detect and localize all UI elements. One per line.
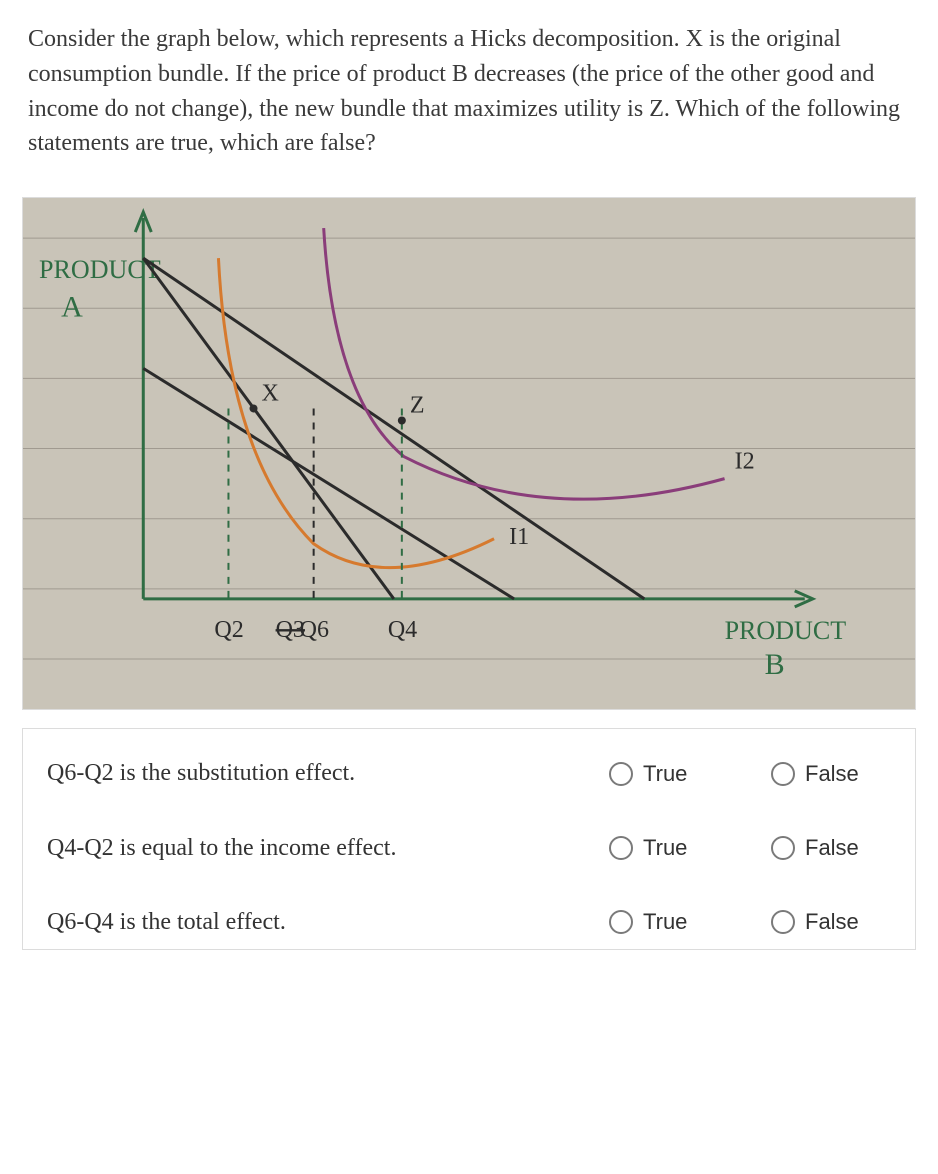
option-true[interactable]: True	[609, 835, 749, 861]
option-false-label: False	[805, 909, 859, 935]
statement-row: Q4-Q2 is equal to the income effect. Tru…	[47, 832, 891, 864]
option-true-label: True	[643, 909, 687, 935]
option-false-label: False	[805, 761, 859, 787]
statement-text: Q6-Q4 is the total effect.	[47, 906, 587, 938]
hicks-diagram: PRODUCT A PRODUCT B I1I2 Q2Q6Q3Q4 XZ	[22, 197, 916, 710]
svg-text:Z: Z	[410, 393, 425, 419]
question-text: Consider the graph below, which represen…	[0, 0, 938, 179]
x-axis-label-2: B	[765, 647, 785, 681]
option-true[interactable]: True	[609, 909, 749, 935]
option-true-label: True	[643, 761, 687, 787]
option-true-label: True	[643, 835, 687, 861]
svg-text:Q4: Q4	[388, 617, 417, 643]
option-false[interactable]: False	[771, 835, 891, 861]
radio-icon	[771, 762, 795, 786]
radio-icon	[771, 836, 795, 860]
option-false[interactable]: False	[771, 909, 891, 935]
y-axis-label-2: A	[61, 289, 83, 323]
svg-text:I1: I1	[509, 524, 529, 550]
radio-icon	[609, 836, 633, 860]
svg-text:I2: I2	[735, 449, 755, 475]
option-false[interactable]: False	[771, 761, 891, 787]
statement-text: Q4-Q2 is equal to the income effect.	[47, 832, 587, 864]
statement-row: Q6-Q2 is the substitution effect. True F…	[47, 757, 891, 789]
radio-icon	[771, 910, 795, 934]
svg-text:X: X	[262, 381, 279, 407]
option-false-label: False	[805, 835, 859, 861]
radio-icon	[609, 762, 633, 786]
svg-text:Q2: Q2	[214, 617, 243, 643]
statement-row: Q6-Q4 is the total effect. True False	[47, 906, 891, 938]
svg-text:Q3: Q3	[276, 617, 305, 643]
radio-icon	[609, 910, 633, 934]
statement-text: Q6-Q2 is the substitution effect.	[47, 757, 587, 789]
x-axis-label-1: PRODUCT	[725, 616, 847, 645]
option-true[interactable]: True	[609, 761, 749, 787]
answer-list: Q6-Q2 is the substitution effect. True F…	[22, 728, 916, 949]
